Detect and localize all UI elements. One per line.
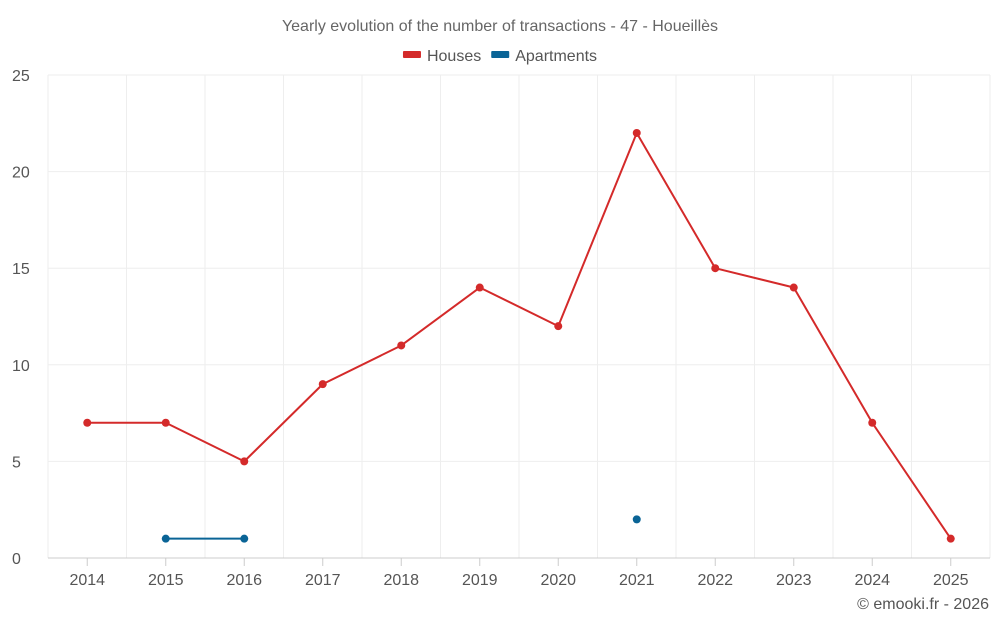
data-point-houses[interactable] <box>632 128 641 137</box>
x-tick-label: 2023 <box>776 572 812 589</box>
grid <box>47 74 991 558</box>
data-point-houses[interactable] <box>946 534 955 543</box>
data-point-apartments[interactable] <box>632 515 641 524</box>
y-tick-label: 0 <box>12 551 21 568</box>
x-tick-label: 2017 <box>305 572 341 589</box>
legend-swatch <box>491 51 510 58</box>
x-tick-label: 2020 <box>540 572 576 589</box>
data-point-houses[interactable] <box>711 264 720 273</box>
data-point-houses[interactable] <box>789 283 798 292</box>
y-tick-label: 10 <box>12 358 30 375</box>
legend: Houses Apartments <box>402 48 597 65</box>
x-tick-label: 2016 <box>226 572 262 589</box>
data-point-houses[interactable] <box>397 341 406 350</box>
y-tick-label: 25 <box>12 68 30 85</box>
data-point-houses[interactable] <box>554 322 563 331</box>
legend-swatch <box>402 51 421 58</box>
x-tick-label: 2019 <box>462 572 498 589</box>
x-tick-label: 2021 <box>619 572 655 589</box>
y-tick-label: 20 <box>12 165 30 182</box>
credit-text: © emooki.fr - 2026 <box>857 596 989 613</box>
legend-label: Houses <box>427 48 481 65</box>
x-tick-label: 2024 <box>854 572 890 589</box>
legend-item-houses[interactable]: Houses <box>402 48 481 65</box>
data-point-apartments[interactable] <box>161 534 170 543</box>
series-houses <box>83 128 955 543</box>
y-tick-label: 5 <box>12 454 21 471</box>
chart-title: Yearly evolution of the number of transa… <box>282 18 718 35</box>
data-point-houses[interactable] <box>475 283 484 292</box>
series-apartments <box>161 515 641 543</box>
data-point-houses[interactable] <box>318 380 327 389</box>
x-tick-label: 2014 <box>69 572 105 589</box>
y-tick-label: 15 <box>12 261 30 278</box>
x-tick-label: 2015 <box>148 572 184 589</box>
data-point-houses[interactable] <box>240 457 249 466</box>
x-tick-label: 2018 <box>383 572 419 589</box>
x-tick-label: 2022 <box>697 572 733 589</box>
data-point-apartments[interactable] <box>240 534 249 543</box>
data-point-houses[interactable] <box>868 418 877 427</box>
series-line-houses <box>87 131 952 540</box>
series-layer <box>83 128 955 543</box>
data-point-houses[interactable] <box>83 418 92 427</box>
data-point-houses[interactable] <box>161 418 170 427</box>
legend-label: Apartments <box>515 48 597 65</box>
x-tick-label: 2025 <box>933 572 969 589</box>
legend-item-apartments[interactable]: Apartments <box>491 48 597 65</box>
